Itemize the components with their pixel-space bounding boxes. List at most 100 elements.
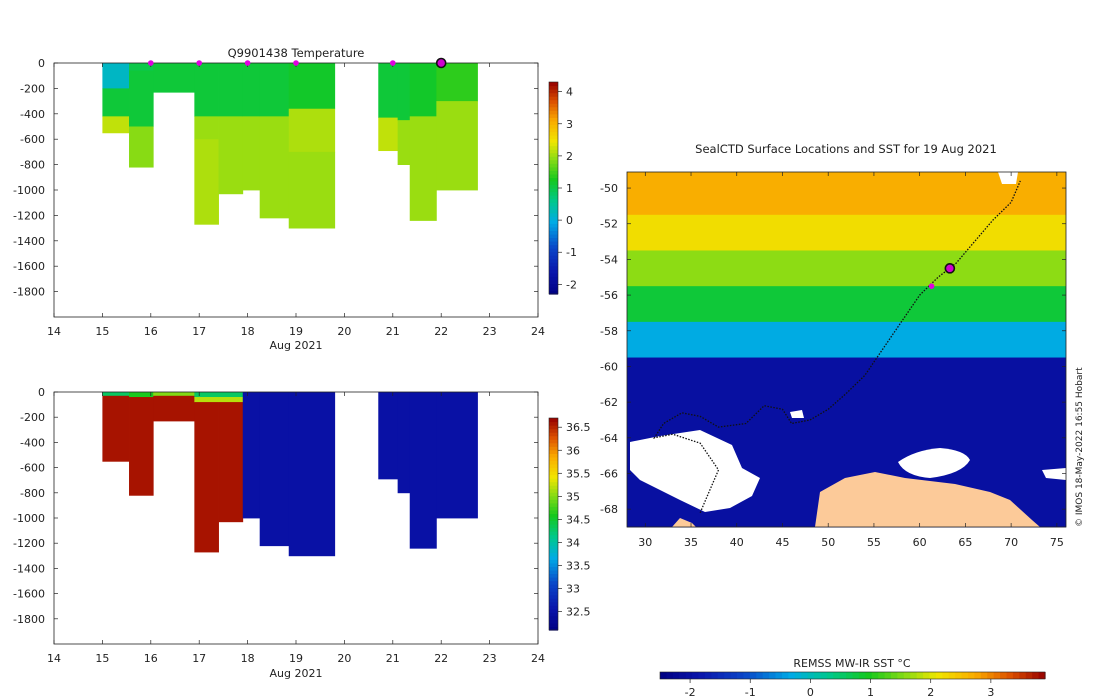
salinity-colorbar-label: 35 bbox=[566, 490, 580, 503]
temperature-colorbar-segment bbox=[549, 170, 558, 175]
salinity-colorbar-segment bbox=[549, 580, 558, 585]
sea-ice bbox=[790, 410, 804, 418]
sst-colorbar-segment bbox=[775, 672, 783, 679]
salinity-colorbar-segment bbox=[549, 577, 558, 582]
temperature-xtick-label: 18 bbox=[241, 325, 255, 338]
temperature-cell bbox=[102, 116, 130, 134]
salinity-colorbar-segment bbox=[549, 460, 558, 465]
temperature-axes: 14 15 16 17 18 19 20 21 22 23 24 0 -200 -400 -600 -800 -… bbox=[13, 57, 545, 338]
sst-colorbar-segment bbox=[814, 672, 822, 679]
salinity-colorbar-segment bbox=[549, 545, 558, 550]
sst-map-ytick-label: -62 bbox=[600, 396, 618, 409]
salinity-colorbar-segment bbox=[549, 562, 558, 567]
temperature-colorbar-segment bbox=[549, 163, 558, 168]
temperature-cell bbox=[259, 116, 290, 219]
sst-map-xtick-label: 65 bbox=[958, 536, 972, 549]
salinity-colorbar-segment bbox=[549, 442, 558, 447]
sst-colorbar-label: 0 bbox=[807, 686, 814, 699]
salinity-colorbar-segment bbox=[549, 548, 558, 553]
sst-colorbar-segment bbox=[878, 672, 886, 679]
temperature-colorbar-segment bbox=[549, 120, 558, 125]
sst-colorbar-segment bbox=[692, 672, 700, 679]
temperature-xtick-label: 22 bbox=[434, 325, 448, 338]
temperature-colorbar: 4 3 2 1 0 -1 -2 bbox=[548, 81, 577, 295]
temperature-xtick-label: 16 bbox=[144, 325, 158, 338]
salinity-colorbar-label: 33.5 bbox=[566, 559, 591, 572]
sst-colorbar-segment bbox=[781, 672, 789, 679]
temperature-cell bbox=[288, 151, 336, 229]
temperature-cells bbox=[102, 63, 478, 229]
salinity-colorbar-segment bbox=[549, 516, 558, 522]
salinity-colorbar-segment bbox=[549, 456, 558, 461]
salinity-colorbar-segment bbox=[549, 449, 558, 454]
salinity-cell bbox=[194, 397, 219, 403]
temperature-colorbar-segment bbox=[549, 244, 558, 249]
temperature-colorbar-segment bbox=[549, 188, 558, 193]
sst-colorbar-segment bbox=[980, 672, 988, 679]
sst-colorbar-segment bbox=[961, 672, 969, 679]
temperature-ytick-label: -200 bbox=[20, 82, 45, 95]
sst-map-xtick-label: 70 bbox=[1004, 536, 1018, 549]
sst-colorbar-segment bbox=[672, 672, 680, 679]
sst-colorbar-segment bbox=[730, 672, 738, 679]
temperature-colorbar-segment bbox=[549, 198, 558, 203]
salinity-colorbar-label: 33 bbox=[566, 583, 580, 596]
temperature-colorbar-segment bbox=[549, 219, 558, 224]
sst-colorbar-segment bbox=[737, 672, 745, 679]
sea-ice bbox=[630, 430, 760, 512]
salinity-cell bbox=[378, 392, 399, 480]
temperature-colorbar-segment bbox=[549, 152, 558, 157]
sst-colorbar-segment bbox=[993, 672, 1001, 679]
temperature-cell bbox=[218, 116, 244, 195]
salinity-colorbar-segment bbox=[549, 495, 558, 500]
salinity-colorbar-segment bbox=[549, 601, 558, 606]
sst-colorbar-segment bbox=[929, 672, 937, 679]
temperature-colorbar-label: 4 bbox=[566, 86, 573, 99]
salinity-cell bbox=[129, 397, 154, 496]
sst-colorbar-segment bbox=[955, 672, 963, 679]
temperature-ytick-label: 0 bbox=[38, 57, 45, 70]
sst-colorbar-segment bbox=[807, 672, 815, 679]
current-position-marker bbox=[944, 263, 956, 274]
sst-zone bbox=[627, 250, 1066, 287]
salinity-ytick-label: -200 bbox=[20, 411, 45, 424]
salinity-colorbar-segment bbox=[549, 587, 558, 592]
sst-map-xtick-label: 40 bbox=[730, 536, 744, 549]
temperature-colorbar-segment bbox=[549, 138, 558, 143]
sst-colorbar-segment bbox=[801, 672, 809, 679]
temperature-colorbar-segment bbox=[549, 127, 558, 133]
sst-map-ytick-label: -68 bbox=[600, 503, 618, 516]
temperature-cell bbox=[102, 88, 130, 117]
sst-colorbar-segment bbox=[698, 672, 706, 679]
salinity-colorbar-label: 36.5 bbox=[566, 421, 591, 434]
salinity-cells bbox=[102, 392, 478, 557]
sst-map-ytick-label: -66 bbox=[600, 467, 618, 480]
salinity-colorbar-segment bbox=[549, 612, 558, 617]
sst-map-xtick-label: 55 bbox=[867, 536, 881, 549]
temperature-colorbar-segment bbox=[549, 131, 558, 136]
sst-colorbar-segment bbox=[685, 672, 693, 679]
sst-map-xtick-label: 30 bbox=[638, 536, 652, 549]
temperature-colorbar-label: -1 bbox=[566, 246, 577, 259]
sst-colorbar-segment bbox=[852, 672, 860, 679]
salinity-cell bbox=[194, 402, 219, 553]
sst-map-ytick-label: -50 bbox=[600, 182, 618, 195]
temperature-cell bbox=[436, 63, 478, 102]
salinity-cell bbox=[436, 392, 478, 519]
temperature-colorbar-segment bbox=[549, 149, 558, 154]
sst-map-ytick-label: -58 bbox=[600, 325, 618, 338]
temperature-cell bbox=[194, 116, 219, 140]
salinity-ytick-label: 0 bbox=[38, 386, 45, 399]
sst-map-ytick-label: -54 bbox=[600, 253, 618, 266]
salinity-xtick-label: 22 bbox=[434, 652, 448, 665]
temperature-cell bbox=[378, 117, 399, 152]
temperature-colorbar-label: 0 bbox=[566, 214, 573, 227]
salinity-colorbar-segment bbox=[549, 541, 558, 546]
salinity-colorbar-label: 34.5 bbox=[566, 513, 591, 526]
sst-colorbar-segment bbox=[743, 672, 751, 679]
temperature-cell bbox=[397, 63, 411, 121]
salinity-colorbar-segment bbox=[549, 488, 558, 493]
sst-colorbar-segment bbox=[987, 672, 995, 679]
sst-map-ytick-label: -56 bbox=[600, 289, 618, 302]
sst-colorbar-segment bbox=[1025, 672, 1033, 679]
